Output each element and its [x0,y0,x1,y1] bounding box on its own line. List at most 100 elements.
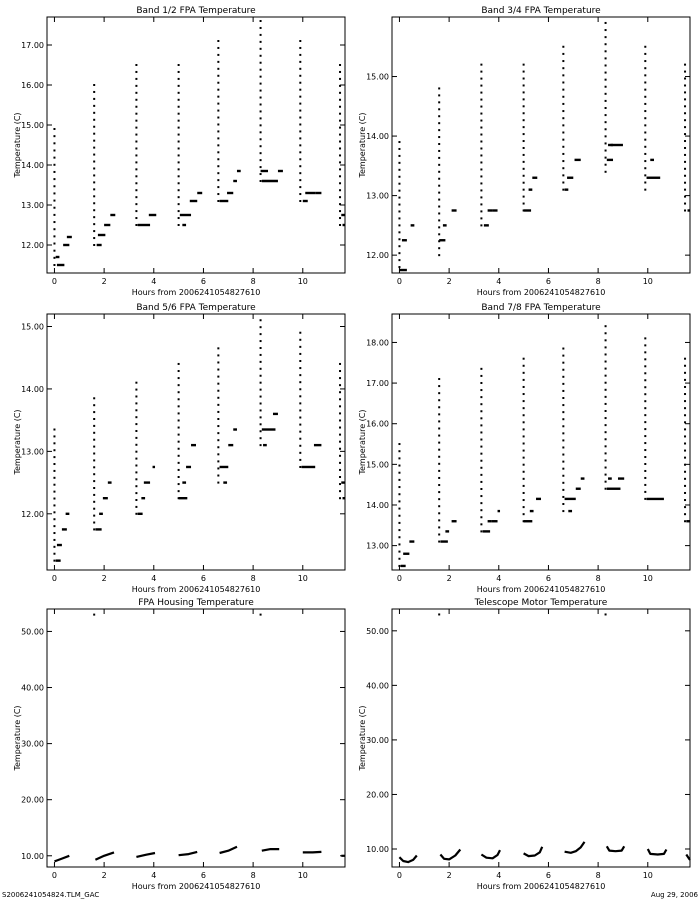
x-tick-label: 8 [596,574,601,583]
data-point [604,99,607,102]
data-point [93,445,96,448]
data-point [438,219,441,222]
data-point [684,174,687,177]
data-point [604,480,607,483]
data-point [259,353,262,356]
data-point [339,147,342,150]
data-point [177,168,180,171]
data-point [480,459,483,462]
data-point [259,444,262,447]
data-point [177,483,180,486]
data-point [259,173,262,176]
data-point [53,170,56,173]
data-point [299,381,302,384]
data-point [684,146,687,149]
data-point [604,29,607,32]
data-point [177,398,180,401]
data-point [177,433,180,436]
data-point [684,520,687,523]
data-point [438,94,441,97]
data-point [480,480,483,483]
data-point [93,84,96,86]
data-point [259,145,262,148]
data-point [93,459,96,462]
data-point [135,105,138,108]
data-point [604,402,607,405]
data-point [522,119,525,122]
data-point [644,60,647,63]
y-tick-label: 18.00 [366,338,389,347]
data-point [299,123,302,126]
data-point [217,95,220,98]
data-point [259,416,262,419]
data-point [438,115,441,118]
data-point [339,189,342,192]
chart-title: FPA Housing Temperature [138,598,254,608]
data-point [438,420,441,423]
data-point [562,432,565,435]
data-point [135,112,138,115]
data-point [53,428,56,431]
data-point [522,167,525,170]
data-point [93,181,96,184]
y-tick-label: 13.00 [366,542,389,551]
data-point [53,490,56,493]
data-point [644,152,647,155]
data-point [604,43,607,46]
data-point [562,404,565,407]
data-point [299,402,302,405]
data-point [398,564,401,567]
data-point [562,81,565,84]
y-tick-label: 15.00 [21,322,44,331]
data-point [299,374,302,377]
data-point [135,395,138,398]
data-point [522,174,525,177]
data-point [480,381,483,384]
data-point [480,516,483,519]
data-point [684,371,687,374]
y-tick-label: 12.00 [21,241,44,250]
data-point [562,52,565,55]
data-point [339,398,342,401]
data-point [135,196,138,199]
footer-filename: S2006241054824.TLM_GAC [2,891,99,899]
y-tick-label: 16.00 [21,81,44,90]
data-point [53,532,56,535]
data-point [522,484,525,487]
data-point [93,466,96,469]
data-point [93,404,96,407]
x-tick-label: 0 [52,277,57,286]
data-point [480,509,483,512]
data-point [93,153,96,156]
outlier-point [259,613,262,616]
data-point [644,102,647,105]
data-point [259,402,262,405]
data-point [604,374,607,377]
data-point [135,175,138,178]
data-point [684,378,687,381]
x-axis-label: Hours from 2006241054827610 [477,585,606,594]
data-point [398,450,401,453]
data-point [480,374,483,377]
data-point [644,52,647,55]
data-line [439,848,462,861]
data-point [644,490,647,493]
y-tick-label: 12.00 [21,510,44,519]
x-tick-label: 10 [643,871,653,880]
data-point [562,418,565,421]
data-point [93,237,96,240]
data-point [522,449,525,452]
data-point [398,507,401,510]
data-point [398,550,401,553]
data-point [644,483,647,486]
x-tick-label: 10 [643,277,653,286]
data-point [684,188,687,191]
data-point [299,345,302,348]
x-tick-label: 8 [251,277,256,286]
data-point [53,128,56,130]
data-point [259,40,262,43]
data-point [398,493,401,496]
data-point [522,385,525,388]
data-point [398,161,401,164]
data-point [299,102,302,105]
